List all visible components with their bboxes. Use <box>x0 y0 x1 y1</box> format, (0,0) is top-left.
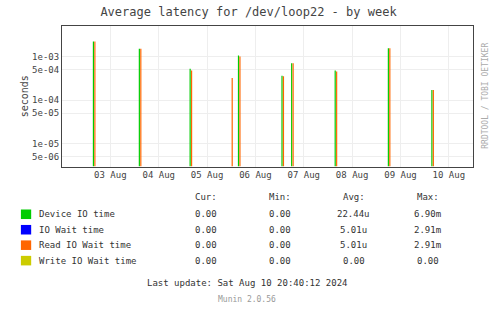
svg-text:Cur:: Cur: <box>195 192 217 202</box>
svg-text:Max:: Max: <box>417 192 439 202</box>
svg-text:Average latency for /dev/loop2: Average latency for /dev/loop22 - by wee… <box>100 5 397 19</box>
svg-text:0.00: 0.00 <box>269 256 291 266</box>
svg-text:06 Aug: 06 Aug <box>239 170 272 180</box>
svg-text:0.00: 0.00 <box>195 240 217 250</box>
svg-text:Read IO Wait time: Read IO Wait time <box>39 240 131 250</box>
svg-text:IO Wait time: IO Wait time <box>39 225 104 235</box>
svg-text:5e-04: 5e-04 <box>32 65 59 75</box>
svg-text:0.00: 0.00 <box>343 256 365 266</box>
svg-text:0.00: 0.00 <box>195 209 217 219</box>
svg-text:2.91m: 2.91m <box>414 225 441 235</box>
svg-text:Last update: Sat Aug 10 20:40:: Last update: Sat Aug 10 20:40:12 2024 <box>147 278 347 288</box>
svg-text:22.44u: 22.44u <box>337 209 370 219</box>
svg-text:Munin 2.0.56: Munin 2.0.56 <box>218 295 276 304</box>
svg-text:5e-05: 5e-05 <box>32 108 59 118</box>
svg-text:07 Aug: 07 Aug <box>288 170 321 180</box>
svg-text:0.00: 0.00 <box>417 256 439 266</box>
svg-text:09 Aug: 09 Aug <box>384 170 417 180</box>
svg-text:0.00: 0.00 <box>195 256 217 266</box>
svg-text:seconds: seconds <box>19 75 30 117</box>
svg-text:Device IO time: Device IO time <box>39 209 115 219</box>
svg-text:Write IO Wait time: Write IO Wait time <box>39 256 137 266</box>
svg-text:05 Aug: 05 Aug <box>191 170 224 180</box>
svg-text:08 Aug: 08 Aug <box>336 170 369 180</box>
svg-text:1e-03: 1e-03 <box>32 52 59 62</box>
svg-text:5e-06: 5e-06 <box>32 152 59 162</box>
svg-text:Avg:: Avg: <box>343 192 365 202</box>
svg-text:1e-05: 1e-05 <box>32 139 59 149</box>
svg-text:5.01u: 5.01u <box>340 225 367 235</box>
svg-text:0.00: 0.00 <box>269 240 291 250</box>
svg-text:1e-04: 1e-04 <box>32 95 59 105</box>
svg-text:04 Aug: 04 Aug <box>142 170 175 180</box>
svg-text:0.00: 0.00 <box>195 225 217 235</box>
svg-text:RRDTOOL / TOBI OETIKER: RRDTOOL / TOBI OETIKER <box>481 43 490 149</box>
svg-text:6.90m: 6.90m <box>414 209 441 219</box>
svg-text:0.00: 0.00 <box>269 225 291 235</box>
svg-text:5.01u: 5.01u <box>340 240 367 250</box>
svg-text:0.00: 0.00 <box>269 209 291 219</box>
svg-text:Min:: Min: <box>269 192 291 202</box>
svg-text:10 Aug: 10 Aug <box>433 170 466 180</box>
svg-text:03 Aug: 03 Aug <box>94 170 127 180</box>
svg-text:2.91m: 2.91m <box>414 240 441 250</box>
